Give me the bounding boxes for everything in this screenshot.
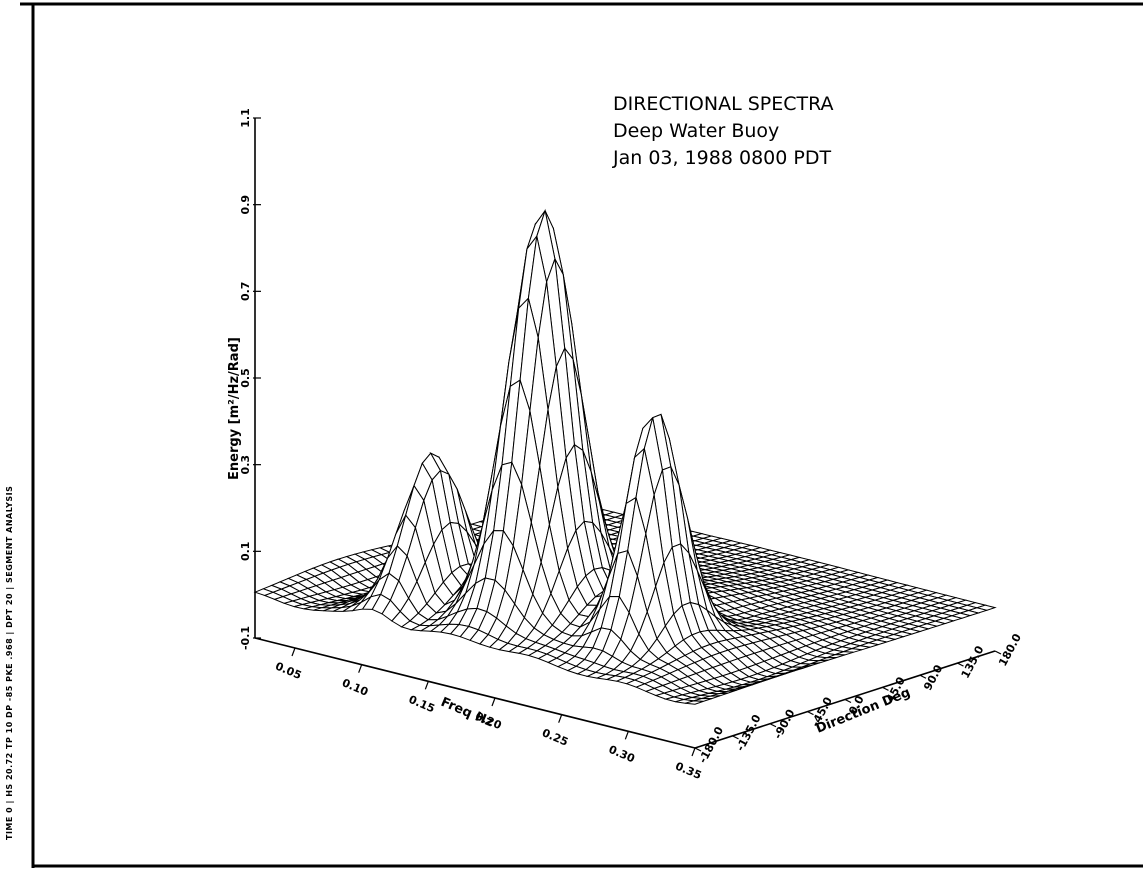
- x-tick-mark: [691, 747, 696, 757]
- x-tick-mark: [358, 664, 363, 673]
- x-tick-mark: [624, 731, 629, 740]
- z-tick-label: 0.3: [239, 455, 252, 475]
- z-tick-label: 0.9: [239, 195, 252, 215]
- title-line-1: DIRECTIONAL SPECTRA: [613, 93, 834, 115]
- title-line-2: Deep Water Buoy: [613, 120, 779, 142]
- surface-cell: [685, 700, 704, 705]
- x-tick-label: 0.25: [540, 726, 570, 749]
- x-tick-label: 0.10: [340, 676, 370, 699]
- x-tick-label: 0.05: [273, 659, 303, 682]
- x-axis-line: [254, 637, 696, 749]
- y-tick-label: -135.0: [734, 712, 764, 753]
- y-tick-mark: [694, 747, 702, 752]
- z-tick-label: 1.1: [239, 108, 252, 128]
- title-line-3: Jan 03, 1988 0800 PDT: [612, 147, 831, 169]
- z-axis-label: Energy [m²/Hz/Rad]: [227, 337, 242, 480]
- z-tick-label: 0.7: [239, 282, 252, 302]
- x-tick-mark: [291, 647, 296, 657]
- y-tick-mark: [807, 711, 814, 716]
- surface-mesh: [253, 208, 997, 705]
- y-tick-mark: [844, 698, 852, 704]
- x-axis-label: Freq Hz: [438, 695, 495, 731]
- z-tick-label: 0.5: [239, 368, 252, 388]
- y-tick-mark: [882, 686, 889, 691]
- x-tick-mark: [491, 697, 496, 707]
- margin-annotation: TIME 0 | HS 20.72 TP 10 DP -85 PKE .968 …: [5, 486, 14, 840]
- y-tick-mark: [769, 723, 777, 728]
- y-tick-mark: [957, 662, 964, 667]
- x-tick-mark: [424, 681, 429, 690]
- z-tick-label: 0.1: [239, 542, 252, 562]
- y-tick-mark: [732, 735, 739, 740]
- x-tick-label: 0.30: [607, 743, 637, 766]
- x-tick-label: 0.15: [407, 693, 437, 716]
- z-tick-label: -0.1: [239, 626, 252, 650]
- x-tick-mark: [558, 714, 563, 723]
- y-tick-label: -180.0: [696, 724, 726, 765]
- y-tick-label: 180.0: [996, 631, 1024, 668]
- y-tick-mark: [919, 674, 927, 679]
- y-tick-label: -90.0: [771, 707, 798, 741]
- y-tick-mark: [994, 650, 1002, 655]
- x-tick-label: 0.35: [673, 759, 703, 782]
